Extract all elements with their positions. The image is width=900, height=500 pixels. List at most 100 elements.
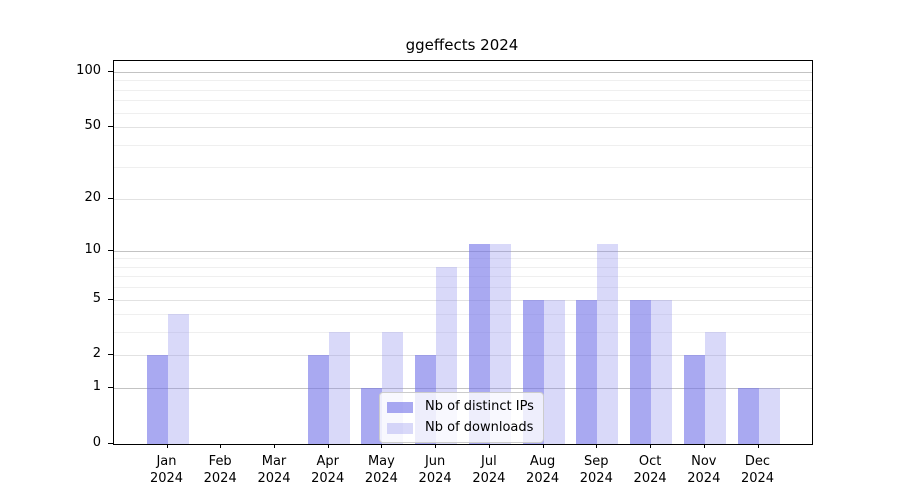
gridline-minor xyxy=(114,100,812,102)
x-tick-mark xyxy=(488,444,490,448)
gridline-major xyxy=(114,299,812,301)
x-tick-month: Mar xyxy=(261,454,287,469)
bar-distinct-ips-sep xyxy=(576,299,598,444)
bar-distinct-ips-oct xyxy=(630,299,652,444)
gridline-major xyxy=(114,355,812,357)
x-tick-year: 2024 xyxy=(740,471,775,486)
y-tick-mark xyxy=(108,443,113,444)
x-tick-year: 2024 xyxy=(257,471,291,486)
plot-area: Nb of distinct IPs Nb of downloads xyxy=(113,60,813,445)
y-tick-mark xyxy=(108,387,113,389)
gridline-minor xyxy=(114,112,812,114)
y-tick-mark xyxy=(108,125,113,127)
legend-label-distinct-ips: Nb of distinct IPs xyxy=(425,399,534,414)
x-tick-mark xyxy=(220,444,222,448)
y-tick-label: 100 xyxy=(76,62,101,78)
legend-item: Nb of distinct IPs xyxy=(387,398,534,416)
gridline-minor xyxy=(114,258,812,260)
legend-swatch-downloads xyxy=(387,422,413,434)
gridline-major xyxy=(114,388,812,390)
y-tick-label: 20 xyxy=(84,189,101,205)
x-tick-month: Jun xyxy=(424,454,446,469)
gridline-minor xyxy=(114,276,812,278)
x-tick-label-may: May 2024 xyxy=(349,453,413,487)
bar-distinct-ips-jan xyxy=(146,355,168,444)
y-tick-label: 0 xyxy=(92,435,101,450)
x-tick-label-nov: Nov 2024 xyxy=(672,453,736,487)
x-tick-year: 2024 xyxy=(633,471,667,486)
x-tick-label-sep: Sep 2024 xyxy=(564,453,628,487)
gridline-major xyxy=(114,250,812,252)
bar-distinct-ips-dec xyxy=(737,388,759,444)
gridline-major xyxy=(114,198,812,200)
gridline-minor xyxy=(114,314,812,316)
x-tick-month: Oct xyxy=(638,454,662,469)
x-tick-mark xyxy=(435,444,437,448)
gridline-minor xyxy=(114,89,812,91)
x-tick-month: Nov xyxy=(691,454,717,469)
x-tick-label-apr: Apr 2024 xyxy=(296,453,360,487)
x-tick-year: 2024 xyxy=(311,471,345,486)
x-tick-label-mar: Mar 2024 xyxy=(242,453,306,487)
bar-distinct-ips-apr xyxy=(307,355,329,444)
x-tick-mark xyxy=(703,444,705,448)
x-tick-month: May xyxy=(367,454,395,469)
bar-downloads-nov xyxy=(704,332,726,444)
y-tick-mark xyxy=(108,70,113,72)
x-tick-month: Apr xyxy=(316,454,339,469)
x-tick-month: Feb xyxy=(208,454,232,469)
x-tick-mark xyxy=(596,444,598,448)
bar-distinct-ips-nov xyxy=(683,355,705,444)
x-tick-label-oct: Oct 2024 xyxy=(618,453,682,487)
bar-downloads-sep xyxy=(597,243,619,444)
y-tick-mark xyxy=(108,197,113,199)
x-tick-mark xyxy=(650,444,652,448)
y-tick-mark xyxy=(108,298,113,300)
x-tick-label-aug: Aug 2024 xyxy=(511,453,575,487)
y-tick-label: 1 xyxy=(92,379,101,395)
y-tick-label: 2 xyxy=(92,346,101,362)
x-tick-year: 2024 xyxy=(149,471,184,486)
y-tick-label: 50 xyxy=(84,117,101,133)
x-tick-label-dec: Dec 2024 xyxy=(726,453,790,487)
legend-label-downloads: Nb of downloads xyxy=(425,420,534,435)
x-tick-mark xyxy=(274,444,275,448)
x-tick-label-jul: Jul 2024 xyxy=(457,453,521,487)
x-tick-label-feb: Feb 2024 xyxy=(188,453,252,487)
x-tick-year: 2024 xyxy=(579,471,613,486)
x-tick-mark xyxy=(542,444,544,448)
x-tick-year: 2024 xyxy=(203,471,237,486)
x-tick-label-jun: Jun 2024 xyxy=(403,453,467,487)
x-tick-month: Sep xyxy=(584,454,609,469)
chart-title: ggeffects 2024 xyxy=(405,36,519,54)
gridline-minor xyxy=(114,80,812,82)
x-tick-year: 2024 xyxy=(472,471,506,486)
x-tick-mark xyxy=(327,444,329,448)
bar-downloads-jan xyxy=(167,314,189,444)
x-tick-mark xyxy=(166,444,168,448)
gridline-major xyxy=(114,71,812,73)
y-tick-mark xyxy=(108,249,113,251)
y-tick-label: 5 xyxy=(92,290,101,306)
legend: Nb of distinct IPs Nb of downloads xyxy=(379,392,544,443)
x-tick-year: 2024 xyxy=(687,471,721,486)
bar-distinct-ips-may xyxy=(361,388,383,444)
gridline-minor xyxy=(114,287,812,289)
bar-downloads-apr xyxy=(328,332,350,444)
x-tick-year: 2024 xyxy=(526,471,560,486)
x-tick-label-jan: Jan 2024 xyxy=(135,453,199,487)
gridline-minor xyxy=(114,332,812,334)
legend-item: Nb of downloads xyxy=(387,419,534,437)
x-tick-month: Dec xyxy=(744,454,771,469)
x-tick-month: Jul xyxy=(481,454,497,469)
gridline-minor xyxy=(114,266,812,268)
x-tick-year: 2024 xyxy=(418,471,452,486)
y-axis: 0 1 2 5 10 20 50 100 xyxy=(0,60,113,450)
bar-downloads-aug xyxy=(543,299,565,444)
x-tick-year: 2024 xyxy=(364,471,398,486)
x-axis: Jan 2024 Feb 2024 Mar 2024 Apr 2024 May 2024 Jun 20… xyxy=(113,444,811,500)
x-tick-mark xyxy=(757,444,759,448)
x-tick-month: Jan xyxy=(156,454,177,469)
legend-swatch-distinct-ips xyxy=(387,401,413,413)
